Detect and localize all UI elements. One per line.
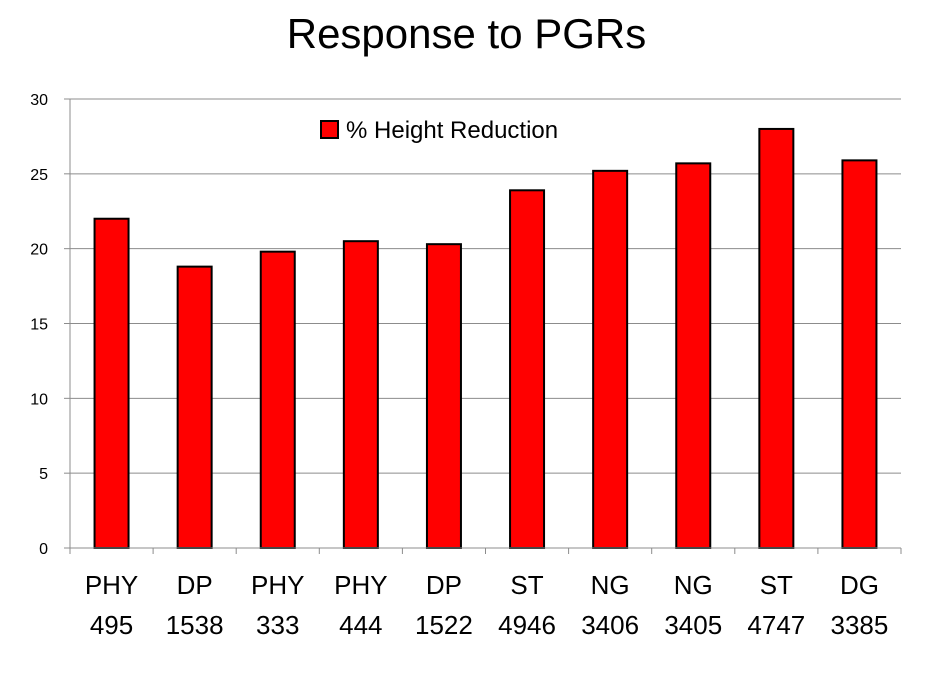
legend: % Height Reduction bbox=[320, 117, 558, 144]
axes: 0 5 10 15 20 25 30 PHY 495 DP 1538 PHY 333 PHY 444 DP 15… bbox=[30, 92, 902, 640]
x-tick-label: ST bbox=[510, 570, 543, 600]
x-tick-label: 3406 bbox=[581, 610, 639, 640]
bar bbox=[93, 217, 130, 549]
bar bbox=[675, 162, 712, 550]
x-tick-label: 444 bbox=[339, 610, 382, 640]
x-tick-label: PHY bbox=[85, 570, 138, 600]
y-tick-label: 10 bbox=[30, 391, 48, 408]
bar bbox=[758, 127, 795, 550]
x-tick-label: NG bbox=[591, 570, 630, 600]
y-tick-label: 15 bbox=[30, 317, 48, 334]
y-tick-label: 25 bbox=[30, 167, 48, 184]
y-tick-label: 0 bbox=[39, 541, 48, 558]
bar bbox=[176, 265, 213, 549]
x-tick-label: NG bbox=[674, 570, 713, 600]
y-tick-label: 5 bbox=[39, 466, 48, 483]
x-tick-label: DP bbox=[177, 570, 213, 600]
legend-label: % Height Reduction bbox=[346, 117, 558, 144]
x-tick-label: 333 bbox=[256, 610, 299, 640]
x-tick-label: DG bbox=[840, 570, 879, 600]
bar bbox=[509, 189, 546, 549]
y-tick-label: 20 bbox=[30, 242, 48, 259]
bar bbox=[592, 169, 629, 549]
x-tick-label: 1538 bbox=[166, 610, 224, 640]
x-tick-label: 4946 bbox=[498, 610, 556, 640]
chart-title: Response to PGRs bbox=[286, 10, 647, 57]
legend-swatch bbox=[320, 120, 339, 139]
x-tick-label: 3405 bbox=[664, 610, 722, 640]
x-tick-label: 495 bbox=[90, 610, 133, 640]
x-tick-label: ST bbox=[760, 570, 793, 600]
bar bbox=[342, 240, 379, 550]
x-tick-label: 4747 bbox=[747, 610, 805, 640]
x-tick-label: PHY bbox=[251, 570, 304, 600]
bars bbox=[93, 127, 878, 550]
y-tick-label: 30 bbox=[30, 92, 48, 109]
x-tick-label: DP bbox=[426, 570, 462, 600]
x-tick-label: PHY bbox=[334, 570, 387, 600]
bar bbox=[425, 243, 462, 549]
bar bbox=[259, 250, 296, 549]
x-tick-label: 1522 bbox=[415, 610, 473, 640]
bar bbox=[841, 159, 878, 549]
x-tick-label: 3385 bbox=[831, 610, 889, 640]
